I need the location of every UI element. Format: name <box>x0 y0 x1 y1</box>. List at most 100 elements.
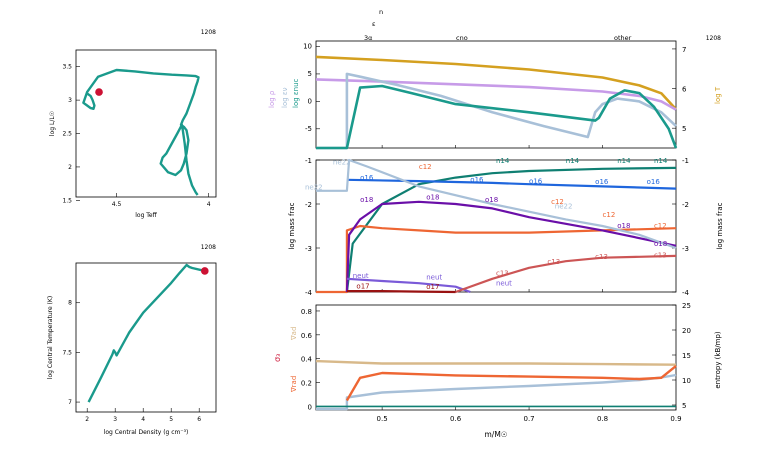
abund-line-c12 <box>316 224 677 294</box>
abund-label-c13: c13 <box>595 253 608 261</box>
abund-label-o16: o16 <box>360 174 374 182</box>
center-xlabel: log Central Density (g cm⁻³) <box>104 429 189 436</box>
top-ylabel-rho: log ρ <box>268 90 276 108</box>
top-zone-label-3alpha: 3α <box>364 34 372 42</box>
abund-label-o17: o17 <box>426 283 439 291</box>
top-logT-line <box>315 55 677 111</box>
abund-label-o18: o18 <box>426 194 439 202</box>
bottom-ytick-right-label: 15 <box>682 352 691 360</box>
abund-label-c12: c12 <box>603 211 616 219</box>
abund-ytick-right-label: -2 <box>682 201 689 209</box>
hr-ytick-label: 2 <box>68 164 72 171</box>
abund-ytick-left-label: -3 <box>305 245 312 253</box>
top-logrho-line <box>315 78 677 111</box>
bottom-ylabel-entropy: entropy (kB/mp) <box>714 331 722 389</box>
center-xtick-label: 2 <box>85 416 89 423</box>
center-ytick-label: 8 <box>68 300 72 307</box>
abund-ytick-right-label: -1 <box>682 157 689 165</box>
abund-label-ne22: ne22 <box>305 183 323 191</box>
profile-bottom-frame <box>315 304 677 411</box>
hr-track <box>82 68 200 196</box>
center-xtick-label: 6 <box>197 416 201 423</box>
top-ytick-right-label: 7 <box>682 46 686 54</box>
bottom-xlabel: m/M☉ <box>484 430 507 439</box>
center-xtick-label: 4 <box>141 416 145 423</box>
hr-ytick-label: 1.5 <box>62 197 72 204</box>
abund-label-o18: o18 <box>485 196 498 204</box>
abund-label-ne22: ne22 <box>555 202 573 210</box>
abund-ytick-left-label: -2 <box>305 201 312 209</box>
top-ytick-left-label: 5 <box>308 70 312 78</box>
center-xtick-label: 5 <box>169 416 173 423</box>
bottom-xtick-label: 0.5 <box>377 415 388 423</box>
abund-label-n14: n14 <box>496 157 510 165</box>
center-ytick-label: 7 <box>68 399 72 406</box>
bottom-ylabel-sigma: σ₃ <box>273 354 282 362</box>
abund-label-o16: o16 <box>595 178 609 186</box>
abund-line-c13 <box>455 254 677 294</box>
hr-frame <box>75 49 217 198</box>
abund-label-o16: o16 <box>470 176 484 184</box>
abund-ytick-left-label: -1 <box>305 157 312 165</box>
top-zone-label-other: other <box>614 34 632 42</box>
abund-line-n14 <box>345 166 677 293</box>
hr-xtick-label: 4.5 <box>112 201 122 208</box>
abund-label-c13: c13 <box>654 252 667 260</box>
top-zone-label-cno: cno <box>456 34 468 42</box>
top-ytick-right-label: 6 <box>682 86 687 94</box>
abund-label-n14: n14 <box>654 157 668 165</box>
center-ytick-label: 7.5 <box>62 349 72 356</box>
top-eps-nu-line <box>316 72 677 150</box>
bottom-ytick-left-label: 0.8 <box>301 308 312 316</box>
abund-line-o16 <box>346 178 677 190</box>
profile-top-frame <box>315 40 677 149</box>
abund-label-o18: o18 <box>617 222 630 230</box>
hr-current-model-dot <box>95 88 103 96</box>
bottom-entropy-line <box>316 373 677 411</box>
hr-ytick-label: 3.5 <box>62 64 72 71</box>
top-model-number: 1208 <box>706 35 721 42</box>
top-ytick-left-label: 0 <box>308 97 312 105</box>
bottom-ytick-left-label: 0.4 <box>301 356 313 364</box>
abund-line-o17 <box>346 290 456 294</box>
top-ylabel-eps-nuc: log εnuc <box>292 78 300 108</box>
bottom-ytick-right-label: 20 <box>682 327 691 335</box>
center-xtick-label: 3 <box>113 416 117 423</box>
top-ytick-left-label: 10 <box>303 42 312 50</box>
hr-model-number: 1208 <box>201 29 216 36</box>
bottom-xtick-label: 0.9 <box>670 415 681 423</box>
abund-ytick-right-label: -4 <box>682 289 690 297</box>
abund-label-o18: o18 <box>360 196 373 204</box>
bottom-ytick-left-label: 0.2 <box>301 380 312 388</box>
abund-line-neut <box>346 277 471 294</box>
abund-label-o16: o16 <box>647 178 661 186</box>
abund-label-neut: neut <box>426 274 442 282</box>
abund-label-c13: c13 <box>547 258 560 266</box>
abund-line-ne22 <box>316 158 677 250</box>
bottom-ylabel-grad-rad: ∇rad <box>290 376 298 393</box>
abund-label-n14: n14 <box>617 157 631 165</box>
bottom-xtick-label: 0.6 <box>450 415 462 423</box>
abund-label-neut: neut <box>353 272 369 280</box>
bottom-xtick-label: 0.7 <box>523 415 534 423</box>
abund-label-c12: c12 <box>654 222 667 230</box>
center-track <box>87 263 206 403</box>
bottom-grad-ad-line <box>315 359 677 366</box>
center-current-model-dot <box>201 267 209 275</box>
bottom-ytick-left-label: 0 <box>308 403 312 411</box>
bottom-ytick-right-label: 5 <box>682 402 686 410</box>
hr-ytick-label: 3 <box>68 97 72 104</box>
abund-ylabel-right: log mass frac <box>716 202 724 249</box>
hr-ytick-label: 2.5 <box>62 131 72 138</box>
bottom-ytick-left-label: 0.6 <box>301 332 313 340</box>
top-ylabel-eps-nu: log εν <box>281 87 289 108</box>
abund-label-c13: c13 <box>496 270 509 278</box>
hr-ylabel: log L/L☉ <box>49 111 56 136</box>
bottom-ytick-right-label: 10 <box>682 377 691 385</box>
top-ytick-left-label: -5 <box>305 125 312 133</box>
top-axis-label-eps: ε <box>372 20 376 28</box>
bottom-ytick-right-label: 25 <box>682 302 691 310</box>
top-axis-label-n: n <box>379 8 383 16</box>
bottom-grad-rad-line <box>345 364 677 402</box>
